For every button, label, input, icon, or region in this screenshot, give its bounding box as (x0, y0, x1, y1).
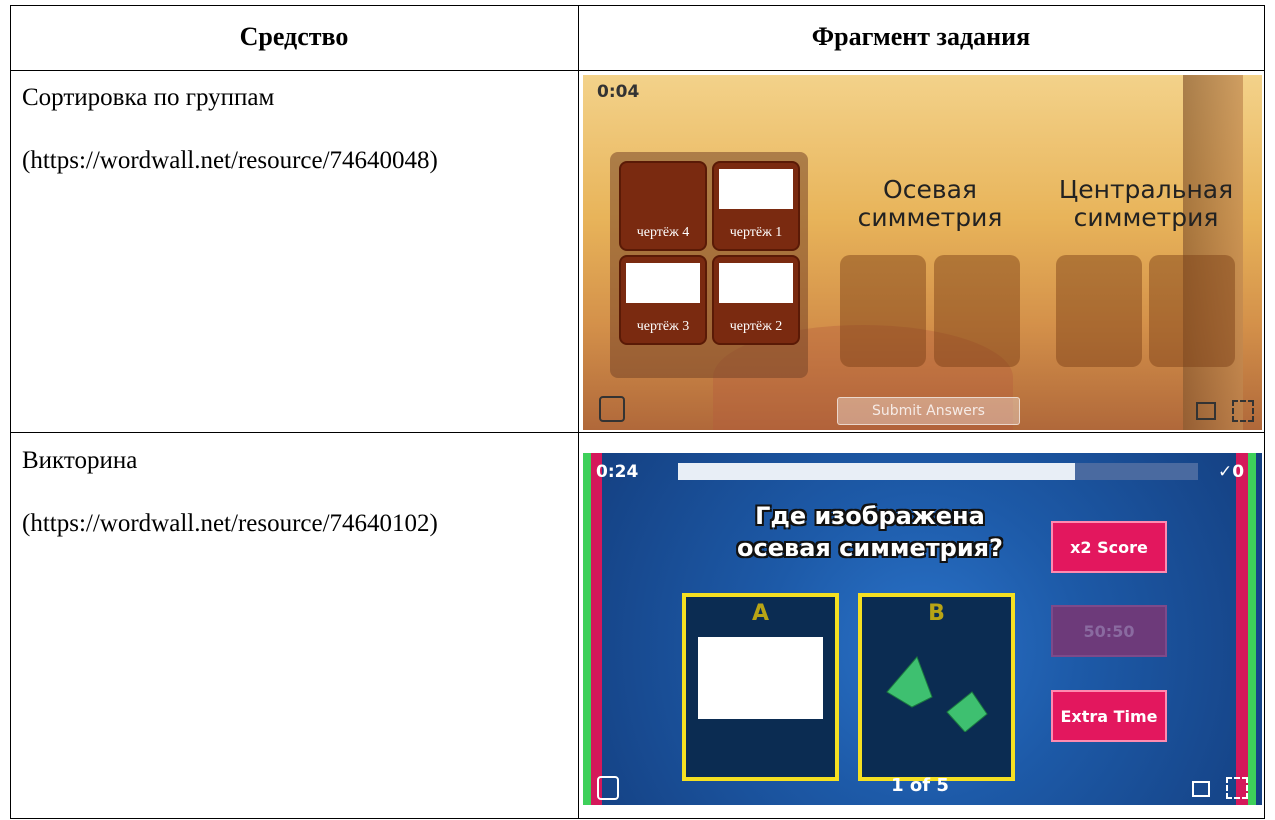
timer: 0:24 (596, 462, 639, 482)
header-cell: Фрагмент задания (811, 22, 1031, 51)
fullscreen-icon[interactable] (1226, 777, 1248, 799)
question-counter: 1 of 5 (891, 775, 949, 796)
option-image (698, 637, 823, 719)
option-image (886, 656, 988, 732)
side-bar (591, 453, 602, 805)
card[interactable]: чертёж 3 (619, 255, 707, 345)
question: Где изображена осевая симметрия? (690, 500, 1050, 564)
tool-link: (https://wordwall.net/resource/74640102) (22, 510, 438, 537)
fullscreen-icon[interactable] (1232, 400, 1254, 422)
drop-slot[interactable] (1056, 255, 1142, 367)
table-border (10, 70, 1265, 71)
drop-slot[interactable] (934, 255, 1020, 367)
option-letter: A (751, 601, 770, 626)
group-label-line: Осевая (883, 176, 977, 204)
drop-slot[interactable] (1149, 255, 1235, 367)
card-label: чертёж 1 (729, 225, 783, 240)
table-border (10, 818, 1265, 819)
card[interactable]: чертёж 2 (712, 255, 800, 345)
table-border (10, 5, 11, 819)
card-label: чертёж 2 (729, 319, 783, 334)
timer: 0:04 (597, 82, 640, 102)
pyramid (946, 691, 988, 732)
sound-icon[interactable] (1192, 781, 1210, 797)
side-bar (1236, 453, 1248, 805)
card-image (626, 169, 700, 209)
answer-option[interactable]: B (858, 593, 1015, 781)
group-label-line: симметрия (857, 203, 1003, 232)
submit-button[interactable]: Submit Answers (837, 397, 1020, 425)
option-letter: B (928, 601, 945, 626)
table-border (10, 5, 1265, 6)
table-border (1264, 5, 1265, 819)
powerup-button[interactable]: Extra Time (1051, 690, 1167, 742)
card[interactable]: чертёж 1 (712, 161, 800, 251)
pyramid (886, 656, 933, 708)
side-bar (583, 453, 591, 805)
tool-name: Сортировка по группам (22, 84, 275, 111)
card-image (719, 263, 793, 303)
group-label-line: симметрия (1073, 203, 1219, 232)
tool-link: (https://wordwall.net/resource/74640048) (22, 147, 438, 174)
header-cell: Средство (239, 22, 349, 51)
sound-icon[interactable] (1196, 402, 1216, 420)
group-label: Осевая симметрия (820, 176, 1040, 232)
card-label: чертёж 4 (636, 225, 690, 240)
score: ✓0 (1218, 462, 1245, 482)
question-line: осевая симметрия? (737, 534, 1003, 562)
group-label: Центральная симметрия (1036, 176, 1256, 232)
group-label-line: Центральная (1058, 176, 1234, 204)
powerup-button[interactable]: x2 Score (1051, 521, 1167, 573)
progress-fill (678, 463, 1075, 480)
question-line: Где изображена (755, 502, 985, 530)
answer-option[interactable]: A (682, 593, 839, 781)
menu-icon[interactable] (597, 776, 619, 800)
tree-trunk (1183, 75, 1243, 430)
table-border (578, 5, 579, 819)
card-label: чертёж 3 (636, 319, 690, 334)
card[interactable]: чертёж 4 (619, 161, 707, 251)
side-bar (1248, 453, 1256, 805)
drop-slot[interactable] (840, 255, 926, 367)
powerup-button[interactable]: 50:50 (1051, 605, 1167, 657)
tool-name: Викторина (22, 447, 138, 474)
table-border (10, 432, 1265, 433)
card-image (719, 169, 793, 209)
card-image (626, 263, 700, 303)
menu-icon[interactable] (599, 396, 625, 422)
